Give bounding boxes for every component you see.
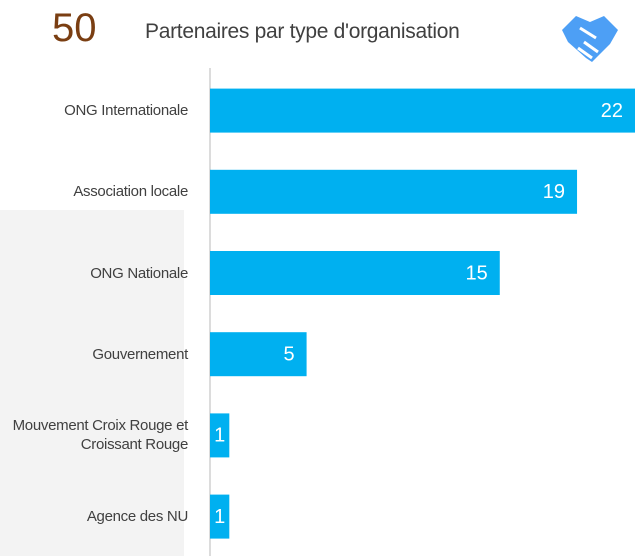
value-label: 1 — [214, 425, 225, 447]
category-label: Agence des NU — [86, 508, 188, 526]
category-label: Mouvement Croix Rouge et Croissant Rouge — [12, 417, 189, 454]
bar — [210, 88, 635, 133]
side-panel — [0, 210, 184, 556]
bar — [210, 494, 230, 539]
bar — [210, 169, 578, 214]
value-label: 1 — [214, 506, 225, 528]
value-label: 19 — [543, 181, 565, 203]
value-label: 15 — [466, 262, 488, 284]
category-label: ONG Internationale — [64, 102, 188, 120]
category-label: Gouvernement — [92, 345, 188, 363]
chart-title: Partenaires par type d'organisation — [145, 20, 460, 43]
value-label: 22 — [601, 100, 623, 122]
category-label: ONG Nationale — [90, 264, 188, 282]
headline: 50 — [52, 6, 97, 50]
bar — [210, 251, 500, 295]
handshake-icon — [562, 16, 618, 62]
category-label: Association locale — [73, 183, 188, 201]
value-label: 5 — [283, 343, 294, 365]
bar — [210, 413, 230, 458]
bar — [210, 332, 307, 377]
